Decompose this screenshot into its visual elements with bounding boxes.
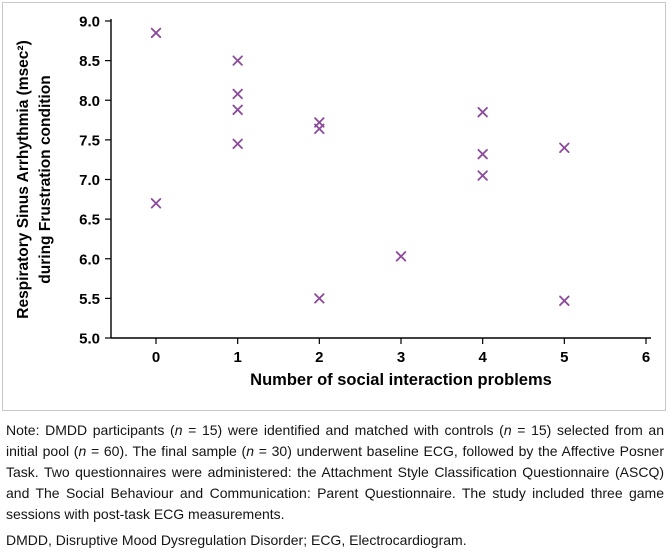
x-tick-label: 6 [642,349,650,366]
figure-note: Note: DMDD participants (n = 15) were id… [6,420,664,551]
note-italic-n: n [78,443,87,459]
note-paragraph-1: Note: DMDD participants (n = 15) were id… [6,420,664,525]
y-tick-label: 5.5 [79,291,100,308]
data-point [150,27,162,39]
note-text-segment: Note: DMDD participants ( [6,422,175,438]
data-point [477,106,488,118]
y-axis-title-line: during Frustration condition [37,75,54,283]
y-axis-title-line: Respiratory Sinus Arrhythmia (msec²) [15,40,32,319]
note-paragraph-2: DMDD, Disruptive Mood Dysregulation Diso… [6,532,467,548]
x-tick-label: 0 [152,349,160,366]
x-tick-label: 2 [315,349,323,366]
scatter-plot: 5.0 5.5 6.0 6.5 7.0 7.5 8.0 8.5 9.0 0 1 2 3 4 5 6 Number… [15,14,651,389]
y-tick-label: 6.0 [79,251,100,268]
data-point [314,293,325,304]
data-point [559,142,570,154]
data-point [232,138,243,150]
data-point [232,104,243,115]
x-tick-label: 4 [478,349,487,366]
note-text-segment: = 60). The final sample ( [86,443,247,459]
x-axis-title: Number of social interaction problems [250,371,552,389]
y-tick-label: 8.5 [79,53,100,70]
chart-panel: 5.0 5.5 6.0 6.5 7.0 7.5 8.0 8.5 9.0 0 1 2 3 4 5 6 Number… [2,2,666,411]
data-point [314,123,325,134]
note-italic-n: n [174,422,183,438]
note-italic-n: n [503,422,512,438]
data-point [477,170,488,181]
y-tick-label: 9.0 [79,14,100,31]
y-tick-label: 8.0 [79,93,100,110]
y-tick-label: 7.0 [79,172,100,189]
x-tick-label: 1 [233,349,241,366]
y-tick-label: 7.5 [79,132,100,149]
note-text-segment: = 15) were identified and matched with c… [182,422,504,438]
note-text-segment: = 15) selected from an initial pool ( [6,422,665,459]
data-point [150,198,162,209]
y-tick-label: 5.0 [79,331,100,348]
data-point [477,148,488,160]
data-point [232,55,243,66]
data-point [559,295,570,306]
x-tick-label: 5 [560,349,568,366]
data-point [395,251,407,262]
note-italic-n: n [246,443,255,459]
note-text-segment: = 30) underwent baseline ECG, followed b… [6,443,664,522]
x-tick-label: 3 [397,349,405,366]
y-tick-label: 6.5 [79,212,100,229]
data-point [232,88,243,100]
